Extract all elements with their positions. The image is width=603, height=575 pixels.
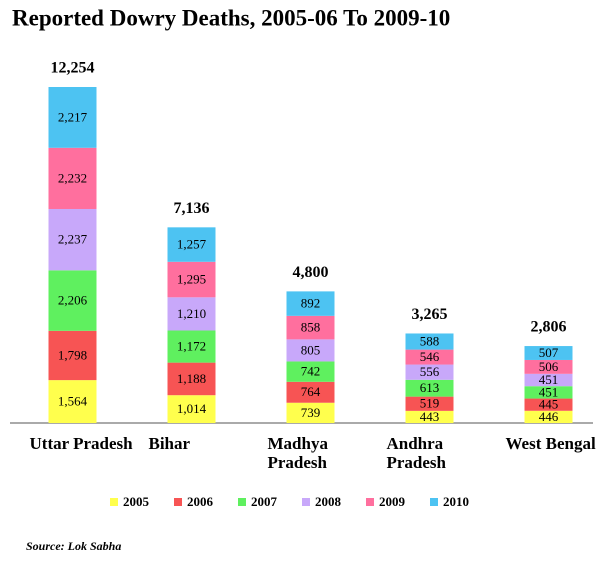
bar-segment [405,349,454,365]
segment-label: 2,217 [58,109,88,124]
bar-segment [405,410,454,423]
segment-label: 1,564 [58,394,88,409]
segment-label: 892 [301,296,321,311]
legend-label: 2010 [443,494,469,509]
segment-label: 1,295 [177,272,206,287]
total-label: 7,136 [174,200,210,217]
legend-label: 2008 [315,494,342,509]
bar-segment [524,359,573,374]
bar-segment [167,297,216,331]
bar-segment [524,386,573,399]
segment-label: 451 [539,372,559,387]
segment-label: 446 [539,409,559,424]
bar-segment [48,270,97,331]
bar-segment [48,380,97,423]
bar-segment [48,330,97,381]
total-label: 12,254 [51,60,95,77]
bar-segment [167,227,216,262]
total-label: 4,800 [293,264,329,281]
segment-label: 1,210 [177,306,206,321]
segment-label: 1,014 [177,401,207,416]
chart-title: Reported Dowry Deaths, 2005-06 To 2009-1… [12,5,450,30]
segment-label: 1,172 [177,339,206,354]
segment-label: 1,188 [177,371,206,386]
bar-segment [167,395,216,423]
segment-label: 2,206 [58,293,88,308]
legend-label: 2009 [379,494,406,509]
bar-segment [524,346,573,360]
legend-swatch [110,498,118,506]
x-tick-label: Andhra Pradesh [386,434,447,472]
segment-label: 507 [539,345,559,360]
total-label: 3,265 [412,306,448,323]
bar-segment [405,333,454,350]
legend-swatch [366,498,374,506]
segment-label: 556 [420,364,440,379]
legend-swatch [430,498,438,506]
bar-segment [167,362,216,396]
legend-label: 2006 [187,494,214,509]
bar-segment [286,291,335,316]
segment-label: 613 [420,380,440,395]
legend-label: 2005 [123,494,150,509]
source: Source: Lok Sabha [26,539,121,553]
segment-label: 742 [301,364,321,379]
segment-label: 858 [301,320,321,335]
segment-label: 2,237 [58,232,88,247]
bar-segment [286,361,335,382]
bar-segment [286,315,335,340]
segment-label: 445 [539,397,559,412]
x-tick-label: West Bengal [505,434,596,453]
segment-label: 805 [301,342,321,357]
segment-label: 588 [420,334,440,349]
x-tick-label: Madhya Pradesh [267,434,328,472]
bar-segment [48,87,97,148]
bar-segment [405,364,454,380]
legend-swatch [174,498,182,506]
bar-segment [405,396,454,411]
bar-segment [405,379,454,397]
segment-label: 451 [539,384,559,399]
segment-label: 739 [301,405,321,420]
bar-segment [524,410,573,423]
x-tick-label: Uttar Pradesh [29,434,133,453]
bar-segment [524,373,573,387]
bar-segment [286,381,335,403]
segment-label: 506 [539,359,559,374]
bar-segment [286,402,335,423]
segment-label: 764 [301,384,321,399]
x-tick-label: Bihar [148,434,191,453]
bar-segment [286,339,335,362]
bar-segment [48,147,97,209]
segment-label: 519 [420,396,440,411]
bar-segment [48,208,97,271]
bar-segment [167,330,216,363]
total-label: 2,806 [531,319,567,336]
segment-label: 2,232 [58,170,87,185]
bar-segment [167,261,216,298]
legend-swatch [238,498,246,506]
segment-label: 1,798 [58,347,87,362]
legend-label: 2007 [251,494,278,509]
segment-label: 1,257 [177,237,207,252]
segment-label: 443 [420,409,440,424]
segment-label: 546 [420,349,440,364]
bar-segment [524,398,573,411]
legend-swatch [302,498,310,506]
